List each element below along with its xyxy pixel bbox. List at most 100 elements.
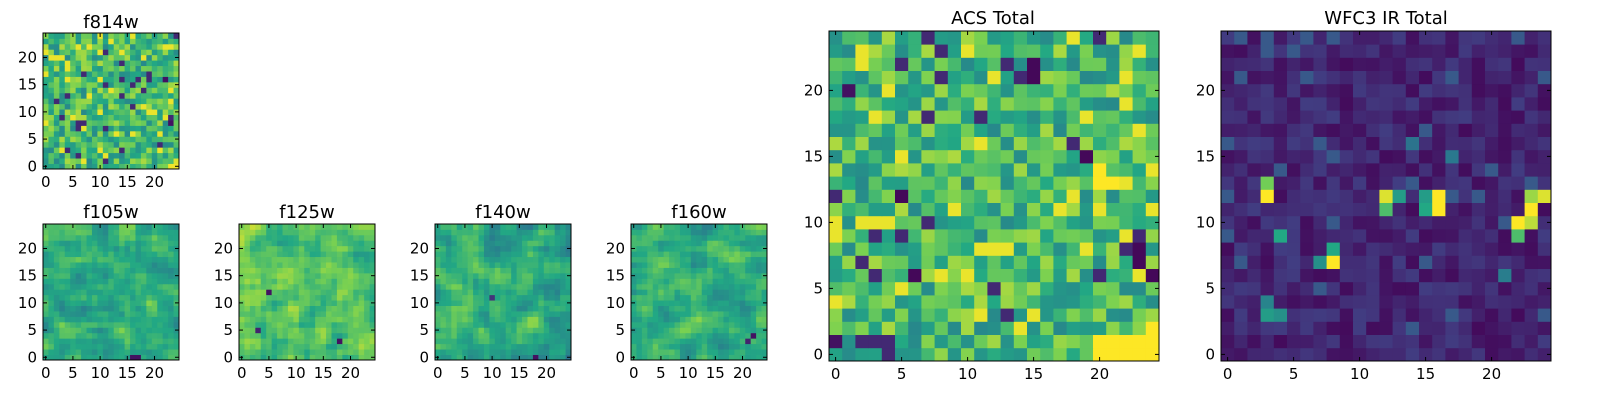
heatmap-cell: [652, 305, 659, 312]
heatmap-cell: [658, 262, 665, 268]
heatmap-cell: [690, 256, 697, 263]
heatmap-cell: [505, 316, 512, 323]
heatmap-cell: [102, 152, 109, 159]
heatmap-cell: [1221, 83, 1235, 98]
heatmap-cell: [440, 240, 447, 247]
heatmap-cell: [353, 240, 360, 247]
heatmap-cell: [636, 272, 643, 279]
heatmap-cell: [43, 256, 49, 263]
heatmap-cell: [696, 240, 703, 247]
heatmap-cell: [239, 311, 245, 317]
heatmap-cell: [1119, 44, 1133, 58]
heatmap-cell: [135, 152, 142, 159]
heatmap-cell: [102, 109, 109, 115]
x-tick-label: 15: [706, 364, 725, 382]
heatmap-cell: [1366, 215, 1380, 230]
heatmap-cell: [91, 338, 98, 345]
heatmap-cell: [331, 332, 338, 339]
heatmap-cell: [961, 321, 975, 335]
heatmap-cell: [829, 295, 843, 309]
heatmap-cell: [135, 33, 142, 39]
heatmap-cell: [53, 327, 60, 334]
heatmap-cell: [260, 289, 267, 296]
heatmap-cell: [293, 332, 300, 339]
heatmap-cell: [151, 54, 158, 61]
heatmap-cell: [527, 300, 534, 306]
heatmap-cell: [91, 267, 98, 274]
heatmap-cell: [842, 70, 856, 85]
heatmap-cell: [146, 147, 153, 154]
heatmap-cell: [712, 256, 719, 263]
heatmap-cell: [1326, 321, 1341, 335]
heatmap-cell: [157, 349, 164, 355]
heatmap-cell: [91, 289, 98, 296]
heatmap-cell: [895, 83, 909, 98]
heatmap-cell: [1145, 176, 1160, 190]
heatmap-cell: [244, 240, 251, 247]
heatmap-cell: [59, 338, 66, 345]
heatmap-cell: [97, 158, 104, 164]
heatmap-cell: [75, 267, 82, 274]
heatmap-cell: [674, 240, 681, 247]
heatmap-cell: [712, 316, 719, 323]
heatmap-cell: [102, 278, 109, 285]
heatmap-cell: [146, 251, 153, 258]
heatmap-cell: [91, 272, 98, 279]
heatmap-cell: [565, 305, 572, 312]
heatmap-cell: [75, 289, 82, 296]
heatmap-cell: [696, 229, 703, 236]
heatmap-cell: [1093, 268, 1107, 283]
heatmap-cell: [647, 267, 654, 274]
heatmap-cell: [679, 256, 686, 263]
heatmap-cell: [48, 130, 55, 137]
heatmap-cell: [1432, 31, 1446, 45]
heatmap-cell: [554, 245, 561, 252]
heatmap-cell: [43, 305, 49, 312]
heatmap-cell: [173, 120, 180, 126]
heatmap-cell: [48, 81, 55, 88]
heatmap-cell: [707, 327, 713, 334]
heatmap-cell: [679, 305, 686, 312]
heatmap-cell: [554, 294, 561, 301]
heatmap-cell: [347, 278, 354, 285]
heatmap-cell: [829, 97, 843, 111]
heatmap-cell: [974, 281, 988, 296]
heatmap-cell: [271, 229, 278, 236]
heatmap-cell: [298, 316, 305, 323]
heatmap-cell: [364, 256, 370, 263]
heatmap-cell: [119, 311, 125, 317]
heatmap-cell: [108, 316, 115, 323]
heatmap-cell: [1145, 255, 1160, 269]
heatmap-cell: [81, 294, 87, 301]
heatmap-cell: [685, 332, 692, 339]
heatmap-cell: [157, 272, 164, 279]
heatmap-cell: [527, 354, 534, 361]
heatmap-cell: [947, 242, 962, 256]
heatmap-cell: [745, 349, 752, 355]
heatmap-cell: [113, 87, 120, 94]
heatmap-cell: [445, 316, 452, 323]
heatmap-cell: [320, 300, 327, 306]
heatmap-cell: [266, 321, 273, 328]
heatmap-cell: [522, 229, 528, 236]
heatmap-cell: [1053, 110, 1067, 124]
heatmap-cell: [1313, 202, 1327, 217]
heatmap-cell: [1498, 242, 1512, 256]
heatmap-cell: [1079, 123, 1094, 137]
heatmap-cell: [135, 267, 142, 274]
heatmap-cell: [135, 305, 142, 312]
heatmap-cell: [696, 262, 703, 268]
heatmap-cell: [108, 38, 115, 45]
heatmap-cell: [947, 123, 962, 137]
heatmap-cell: [663, 251, 670, 258]
heatmap-cell: [146, 163, 153, 170]
heatmap-cell: [855, 321, 869, 335]
heatmap-cell: [1066, 321, 1081, 335]
y-tick-label: 10: [410, 294, 429, 312]
heatmap-cell: [739, 305, 746, 312]
heatmap-cell: [440, 305, 447, 312]
heatmap-cell: [685, 327, 692, 334]
heatmap-cell: [829, 110, 843, 124]
heatmap-cell: [91, 54, 98, 61]
